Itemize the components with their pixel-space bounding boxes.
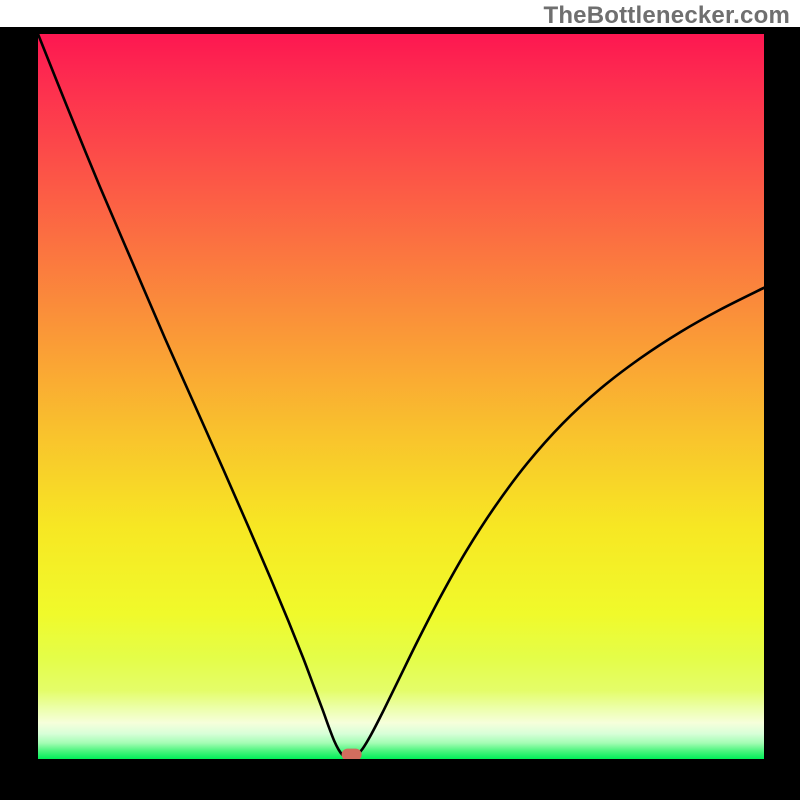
bottleneck-curve-right — [352, 288, 764, 759]
plot-area — [38, 34, 764, 759]
curve-layer — [38, 34, 764, 759]
optimal-marker — [342, 749, 362, 759]
watermark-text: TheBottlenecker.com — [543, 2, 790, 30]
chart-stage: TheBottlenecker.com — [0, 0, 800, 800]
bottleneck-curve-left — [38, 34, 352, 758]
